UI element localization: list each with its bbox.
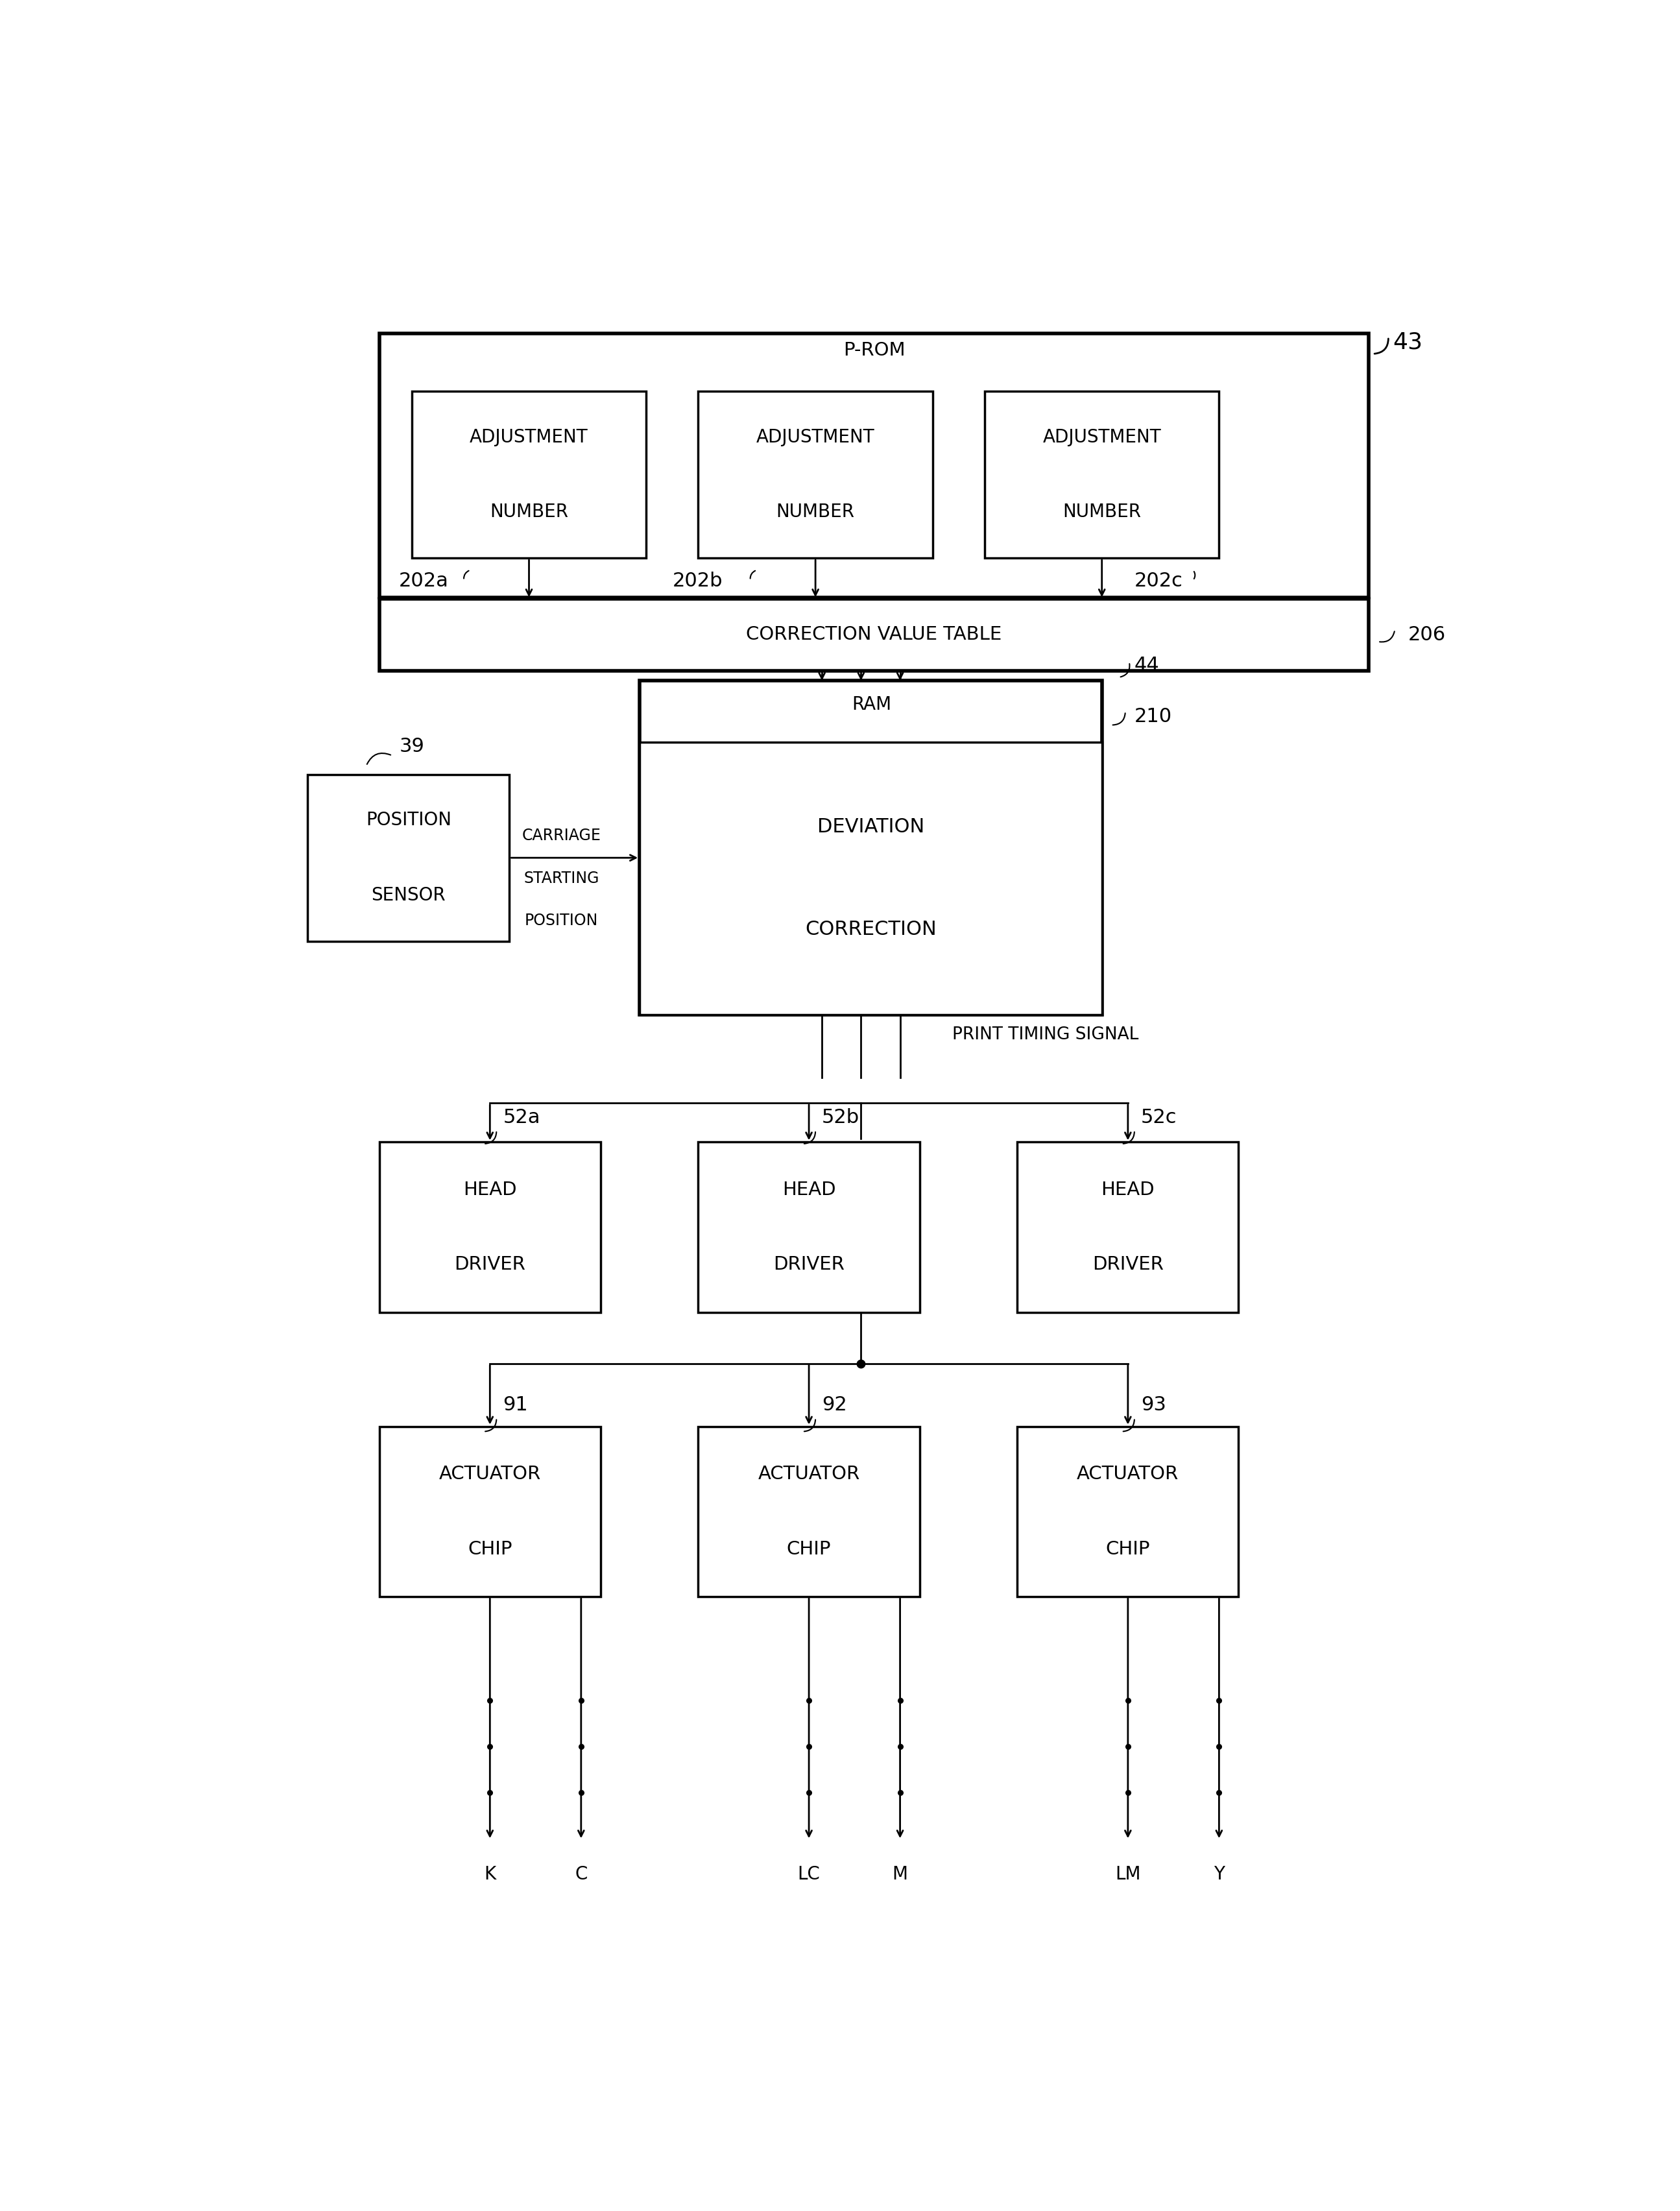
Text: LC: LC	[798, 1866, 820, 1884]
Bar	[984, 391, 1220, 557]
Text: 210: 210	[1134, 708, 1173, 725]
Bar	[1016, 1426, 1238, 1596]
Bar	[699, 1143, 919, 1313]
Text: K: K	[484, 1866, 496, 1884]
Text: 39: 39	[400, 736, 425, 756]
Text: 43: 43	[1393, 332, 1423, 354]
Text: 93: 93	[1141, 1395, 1166, 1415]
Text: C: C	[575, 1866, 588, 1884]
Text: ACTUATOR: ACTUATOR	[1077, 1466, 1179, 1484]
Text: ACTUATOR: ACTUATOR	[758, 1466, 860, 1484]
Text: ADJUSTMENT: ADJUSTMENT	[470, 429, 588, 447]
Text: PRINT TIMING SIGNAL: PRINT TIMING SIGNAL	[953, 1026, 1139, 1044]
Bar	[640, 681, 1102, 1015]
Text: HEAD: HEAD	[783, 1181, 835, 1198]
Bar	[380, 1143, 601, 1313]
Text: HEAD: HEAD	[1100, 1181, 1154, 1198]
Text: ACTUATOR: ACTUATOR	[438, 1466, 541, 1484]
Text: DEVIATION: DEVIATION	[816, 818, 924, 836]
Text: POSITION: POSITION	[524, 913, 598, 929]
Text: CHIP: CHIP	[467, 1539, 512, 1559]
Text: NUMBER: NUMBER	[776, 504, 855, 522]
Text: 202c: 202c	[1134, 573, 1183, 590]
Text: NUMBER: NUMBER	[491, 504, 568, 522]
Text: 52c: 52c	[1141, 1108, 1178, 1128]
Text: NUMBER: NUMBER	[1063, 504, 1141, 522]
Text: 91: 91	[502, 1395, 528, 1415]
Bar	[699, 391, 932, 557]
Text: P-ROM: P-ROM	[843, 340, 906, 360]
Text: DRIVER: DRIVER	[454, 1256, 526, 1274]
Text: 202b: 202b	[672, 573, 722, 590]
Text: 92: 92	[822, 1395, 847, 1415]
Bar	[640, 743, 1102, 1015]
Text: SENSOR: SENSOR	[371, 887, 445, 904]
Text: POSITION: POSITION	[366, 811, 452, 829]
Text: CHIP: CHIP	[786, 1539, 832, 1559]
Text: CORRECTION: CORRECTION	[805, 920, 936, 940]
Text: M: M	[892, 1866, 907, 1884]
Text: 202a: 202a	[398, 573, 449, 590]
Text: 44: 44	[1134, 657, 1159, 674]
Bar	[380, 599, 1369, 670]
Bar	[1016, 1143, 1238, 1313]
Bar	[699, 1426, 919, 1596]
Bar	[307, 774, 509, 942]
Text: 206: 206	[1408, 626, 1445, 643]
Text: 52a: 52a	[502, 1108, 541, 1128]
Bar	[380, 1426, 601, 1596]
Text: ADJUSTMENT: ADJUSTMENT	[1043, 429, 1161, 447]
Text: CARRIAGE: CARRIAGE	[522, 827, 601, 842]
Bar	[412, 391, 647, 557]
Text: Y: Y	[1213, 1866, 1225, 1884]
Text: DRIVER: DRIVER	[773, 1256, 845, 1274]
Text: LM: LM	[1116, 1866, 1141, 1884]
Text: 52b: 52b	[822, 1108, 860, 1128]
Text: ADJUSTMENT: ADJUSTMENT	[756, 429, 875, 447]
Text: STARTING: STARTING	[524, 871, 600, 887]
Text: HEAD: HEAD	[464, 1181, 517, 1198]
Text: DRIVER: DRIVER	[1092, 1256, 1164, 1274]
Text: CHIP: CHIP	[1105, 1539, 1151, 1559]
Bar	[380, 334, 1369, 597]
Text: CORRECTION VALUE TABLE: CORRECTION VALUE TABLE	[746, 626, 1001, 643]
Text: RAM: RAM	[852, 696, 892, 714]
